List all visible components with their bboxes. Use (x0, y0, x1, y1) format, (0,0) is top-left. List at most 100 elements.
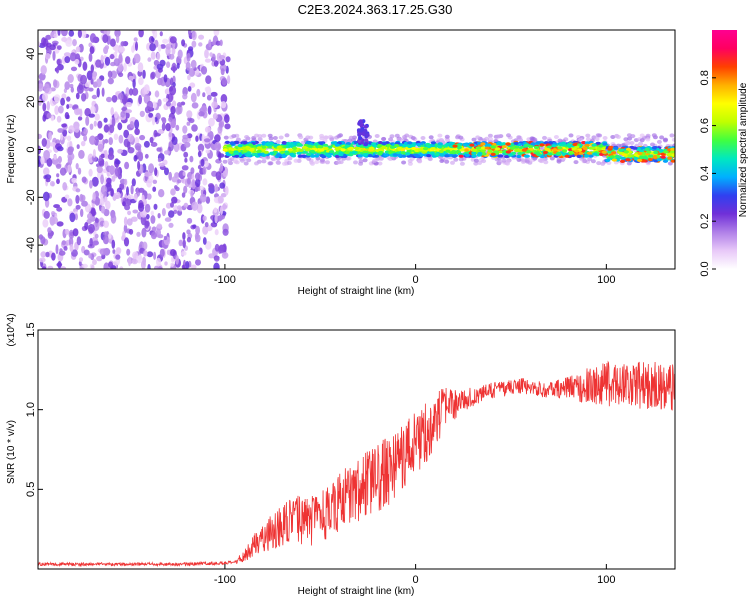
heatmap-cell (188, 67, 196, 77)
heatmap-cell (620, 159, 626, 163)
heatmap-cell (156, 147, 162, 152)
heatmap-cell (153, 265, 159, 269)
heatmap-cell (437, 142, 443, 146)
heatmap-cell (549, 156, 555, 161)
heatmap-cell (77, 167, 82, 175)
heatmap-cell (329, 150, 335, 154)
heatmap-cell (103, 117, 108, 123)
heatmap-cell (100, 205, 106, 214)
heatmap-cell (75, 204, 81, 210)
heatmap-cell (595, 141, 601, 145)
heatmap-cell (118, 53, 123, 64)
heatmap-cell (172, 65, 176, 73)
heatmap-cell (582, 159, 588, 164)
heatmap-cell (158, 189, 165, 198)
heatmap-cell (213, 30, 220, 37)
heatmap-cell (110, 188, 114, 197)
heatmap-cell (434, 152, 440, 156)
heatmap-cell (56, 206, 63, 212)
heatmap-cell (388, 150, 394, 154)
heatmap-cell (38, 41, 41, 47)
heatmap-cell (271, 157, 277, 162)
heatmap-cell (671, 137, 675, 142)
heatmap-cell (160, 44, 166, 49)
heatmap-cell (81, 93, 87, 102)
heatmap-cell (103, 231, 109, 236)
heatmap-cell (227, 75, 231, 85)
heatmap-cell (624, 140, 630, 145)
heatmap-cell (88, 42, 93, 48)
heatmap-cell (221, 252, 229, 259)
heatmap-cell (204, 126, 211, 133)
heatmap-cell (87, 153, 94, 164)
heatmap-cell (78, 257, 84, 262)
heatmap-cell (647, 157, 653, 162)
heatmap-cell (401, 154, 407, 158)
heatmap-cell (670, 153, 675, 157)
heatmap-cell (94, 113, 100, 121)
heatmap-cell (458, 135, 464, 140)
heatmap-cell (332, 141, 338, 145)
heatmap-cell (146, 193, 152, 200)
heatmap-cell (480, 149, 486, 153)
heatmap-cell (319, 148, 325, 152)
heatmap-cell (406, 144, 412, 148)
heatmap-cell (639, 133, 645, 138)
heatmap-cell (92, 192, 96, 202)
heatmap-cell (55, 244, 59, 255)
heatmap-cell (108, 137, 113, 146)
heatmap-cell (514, 145, 520, 149)
heatmap-cell (75, 188, 81, 193)
heatmap-cell (52, 50, 56, 61)
heatmap-cell (325, 160, 330, 165)
heatmap-cell (104, 45, 110, 50)
heatmap-cell (126, 248, 131, 256)
heatmap-cell (392, 153, 398, 157)
heatmap-cell (381, 137, 387, 141)
heatmap-cell (663, 150, 669, 154)
heatmap-cell (144, 203, 151, 213)
heatmap-cell (279, 150, 285, 154)
heatmap-cell (129, 121, 134, 129)
heatmap-cell (46, 112, 52, 119)
heatmap-cell (605, 158, 611, 162)
heatmap-cell (156, 257, 161, 267)
heatmap-cell (192, 224, 197, 229)
heatmap-cell (430, 141, 436, 145)
colorbar-tick-label: 0.8 (699, 70, 711, 85)
heatmap-cell (380, 146, 387, 150)
heatmap-cell (261, 145, 267, 149)
x-tick-label: 0 (413, 574, 419, 586)
heatmap-cell (214, 229, 219, 236)
heatmap-cell (396, 153, 402, 157)
heatmap-cell (144, 171, 152, 177)
heatmap-cell (181, 251, 187, 256)
heatmap-cell (539, 159, 545, 164)
heatmap-cell (191, 40, 197, 48)
y-tick-label: 0 (25, 146, 37, 152)
heatmap-cell (81, 200, 88, 207)
heatmap-cell (560, 141, 567, 145)
heatmap-cell (167, 93, 174, 103)
heatmap-cell (81, 176, 87, 183)
heatmap-cell (396, 137, 402, 142)
heatmap-cell (89, 135, 96, 145)
heatmap-cell (165, 43, 172, 50)
heatmap-cell (83, 134, 88, 142)
heatmap-cell (151, 115, 156, 126)
heatmap-cell (658, 149, 664, 153)
heatmap-cell (574, 145, 580, 149)
heatmap-cell (111, 239, 116, 249)
heatmap-cell (94, 217, 100, 224)
heatmap-cell (125, 112, 130, 119)
heatmap-cell (74, 125, 80, 133)
heatmap-cell (629, 141, 635, 145)
heatmap-cell (94, 233, 99, 239)
heatmap-cell (535, 151, 541, 155)
heatmap-cell (501, 145, 507, 149)
heatmap-cell (364, 142, 368, 147)
heatmap-cell (77, 30, 82, 38)
heatmap-cell (152, 179, 158, 184)
heatmap-cell (656, 139, 662, 144)
heatmap-cell (124, 204, 131, 211)
